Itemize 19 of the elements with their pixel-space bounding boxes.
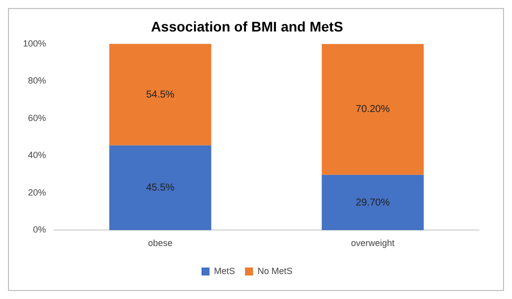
legend-label: MetS <box>214 266 236 276</box>
y-tick-label: 40% <box>28 150 46 160</box>
bar <box>322 44 424 175</box>
y-tick-label: 0% <box>33 224 46 235</box>
data-label: 45.5% <box>146 182 175 194</box>
bar <box>109 44 212 146</box>
bar <box>322 174 424 230</box>
y-tick-label: 100% <box>22 38 46 48</box>
y-tick-label: 20% <box>28 187 46 198</box>
x-tick-label: obese <box>148 238 173 248</box>
chart-title: Association of BMI and MetS <box>150 18 344 34</box>
data-label: 29.70% <box>356 197 390 208</box>
bar <box>109 145 212 230</box>
x-tick-label: overweight <box>350 238 396 248</box>
data-label: 70.20% <box>356 104 390 116</box>
y-tick-label: 80% <box>28 76 46 86</box>
legend-label: No MetS <box>257 266 293 276</box>
y-tick-label: 60% <box>28 112 46 123</box>
data-label: 54.5% <box>146 89 175 100</box>
